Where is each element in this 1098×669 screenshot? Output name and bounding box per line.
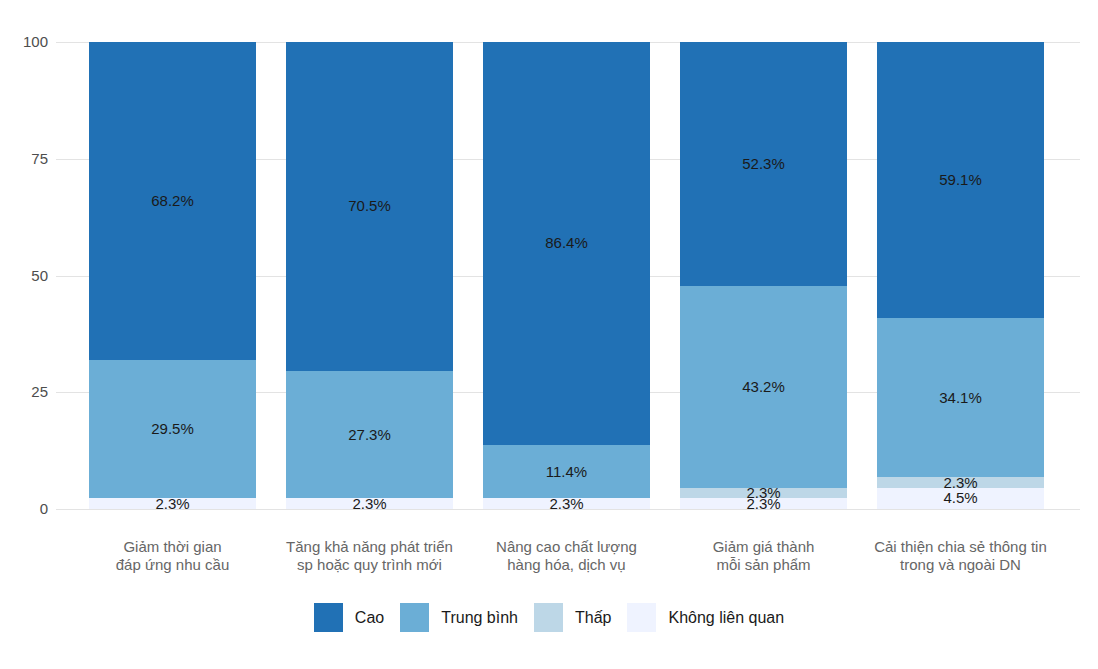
chart-legend: Cao Trung bình Thấp Không liên quan (0, 603, 1098, 632)
legend-color-swatch (400, 603, 429, 632)
y-axis-tick-label: 50 (0, 267, 48, 285)
bar-value-label: 59.1% (877, 171, 1044, 189)
bar-value-label: 11.4% (483, 463, 650, 481)
legend-item: Thấp (534, 603, 611, 632)
y-axis-tick-label: 0 (0, 500, 48, 518)
y-axis-tick-label: 75 (0, 150, 48, 168)
x-axis-category-label: Cải thiện chia sẻ thông tin trong và ngo… (843, 538, 1079, 574)
legend-color-swatch (314, 603, 343, 632)
legend-color-swatch (534, 603, 563, 632)
bar-value-label: 68.2% (89, 192, 256, 210)
bar-value-label: 43.2% (680, 378, 847, 396)
legend-label: Cao (355, 609, 384, 627)
y-axis-tick-label: 100 (0, 33, 48, 51)
y-axis-tick-label: 25 (0, 383, 48, 401)
legend-label: Trung bình (441, 609, 518, 627)
bar-value-label: 4.5% (877, 489, 1044, 507)
bar-value-label: 86.4% (483, 234, 650, 252)
bar-value-label: 34.1% (877, 389, 1044, 407)
legend-label: Thấp (575, 609, 611, 627)
legend-item: Cao (314, 603, 384, 632)
legend-item: Trung bình (400, 603, 518, 632)
legend-item: Không liên quan (627, 603, 784, 632)
legend-label: Không liên quan (668, 609, 784, 627)
stacked-bar-chart: 02550751002.3%29.5%68.2%Giảm thời gian đ… (0, 0, 1098, 669)
bar-value-label: 29.5% (89, 420, 256, 438)
legend-color-swatch (627, 603, 656, 632)
bar-value-label: 52.3% (680, 155, 847, 173)
bar-value-label: 70.5% (286, 197, 453, 215)
bar-value-label: 27.3% (286, 426, 453, 444)
